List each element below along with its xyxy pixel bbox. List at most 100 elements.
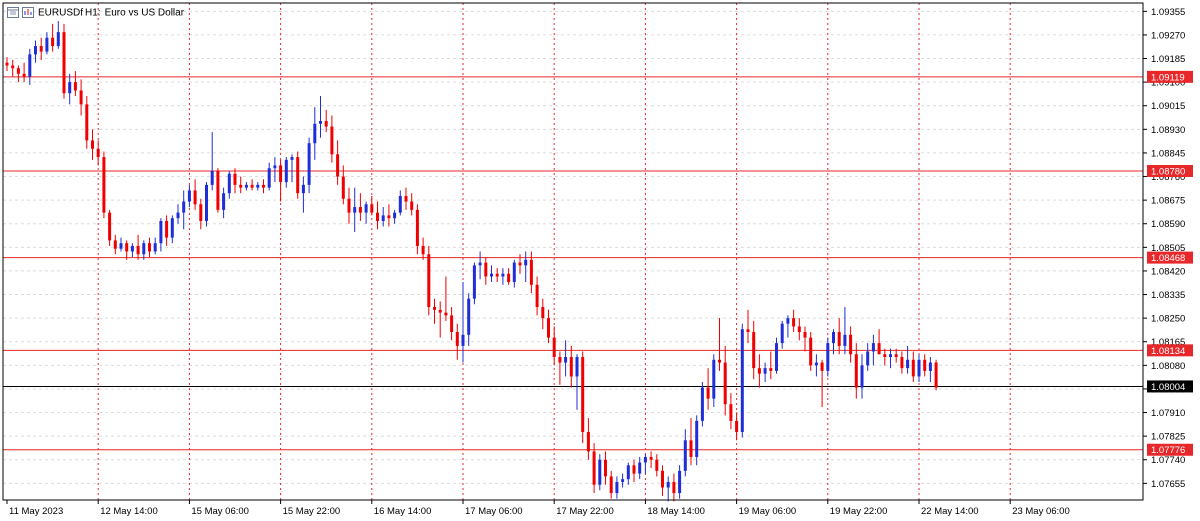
candle[interactable]: [113, 234, 117, 255]
candle[interactable]: [398, 190, 402, 216]
candle[interactable]: [666, 476, 670, 502]
candle[interactable]: [142, 240, 146, 260]
candle[interactable]: [467, 293, 471, 346]
candle[interactable]: [706, 368, 710, 410]
candle[interactable]: [296, 151, 300, 199]
candle[interactable]: [889, 348, 892, 369]
candle[interactable]: [307, 137, 311, 194]
candle[interactable]: [73, 71, 77, 97]
candle[interactable]: [119, 237, 123, 252]
candle[interactable]: [125, 240, 129, 260]
candle[interactable]: [455, 323, 459, 360]
candle[interactable]: [518, 254, 522, 274]
candle[interactable]: [672, 473, 676, 502]
candle[interactable]: [558, 351, 562, 385]
candle[interactable]: [91, 129, 94, 160]
candle[interactable]: [404, 187, 408, 210]
candle[interactable]: [786, 315, 790, 338]
candle[interactable]: [421, 237, 425, 260]
candle[interactable]: [444, 276, 448, 321]
candle[interactable]: [34, 40, 37, 63]
candle[interactable]: [22, 62, 26, 83]
candle[interactable]: [279, 159, 283, 202]
candle[interactable]: [5, 57, 9, 72]
candle[interactable]: [330, 115, 334, 163]
candle[interactable]: [216, 168, 220, 213]
candle[interactable]: [490, 265, 493, 283]
candle[interactable]: [16, 65, 20, 83]
candle[interactable]: [769, 351, 773, 380]
candle[interactable]: [341, 165, 345, 205]
candle[interactable]: [347, 187, 351, 224]
candle[interactable]: [524, 251, 528, 283]
candle[interactable]: [62, 23, 66, 99]
candle[interactable]: [45, 32, 49, 55]
candle[interactable]: [353, 187, 357, 233]
candle[interactable]: [911, 351, 915, 382]
candle[interactable]: [592, 443, 596, 494]
candle[interactable]: [552, 326, 556, 366]
candle[interactable]: [809, 332, 813, 371]
candle[interactable]: [581, 351, 585, 444]
candle[interactable]: [193, 179, 197, 210]
candle[interactable]: [478, 251, 482, 280]
candle[interactable]: [529, 251, 533, 294]
candle[interactable]: [364, 201, 368, 224]
candle[interactable]: [632, 459, 636, 482]
candle[interactable]: [678, 465, 682, 499]
candle[interactable]: [461, 282, 465, 363]
candle[interactable]: [381, 207, 385, 227]
candle[interactable]: [153, 237, 157, 255]
candle[interactable]: [393, 209, 397, 224]
candle[interactable]: [740, 323, 744, 438]
candle[interactable]: [273, 157, 277, 183]
candle[interactable]: [507, 268, 511, 285]
candle[interactable]: [598, 454, 602, 491]
candle[interactable]: [227, 170, 231, 199]
candle[interactable]: [85, 96, 89, 149]
candle[interactable]: [752, 320, 756, 380]
candle[interactable]: [376, 201, 379, 230]
candle[interactable]: [923, 354, 927, 377]
candle[interactable]: [51, 23, 55, 52]
candle[interactable]: [239, 176, 243, 194]
candle[interactable]: [626, 462, 630, 485]
candle[interactable]: [820, 359, 824, 407]
candle[interactable]: [165, 215, 169, 246]
candle[interactable]: [176, 204, 180, 224]
candle[interactable]: [609, 470, 613, 499]
candle[interactable]: [68, 73, 72, 105]
candle[interactable]: [928, 357, 932, 382]
candle[interactable]: [541, 298, 545, 330]
candle[interactable]: [723, 345, 727, 416]
candle[interactable]: [883, 348, 887, 366]
candle[interactable]: [547, 309, 550, 344]
candle[interactable]: [358, 193, 362, 221]
candle[interactable]: [826, 337, 830, 377]
candle[interactable]: [718, 318, 721, 371]
candle[interactable]: [79, 79, 83, 116]
candle[interactable]: [450, 307, 454, 341]
candle[interactable]: [792, 309, 796, 333]
candle[interactable]: [854, 343, 858, 399]
candle[interactable]: [649, 451, 653, 469]
candle[interactable]: [472, 262, 476, 305]
candle[interactable]: [56, 21, 60, 49]
candle[interactable]: [290, 154, 294, 183]
candle[interactable]: [866, 343, 870, 371]
candle[interactable]: [336, 140, 340, 185]
candle[interactable]: [871, 334, 875, 366]
candle[interactable]: [427, 245, 431, 316]
candle[interactable]: [319, 96, 322, 138]
candle[interactable]: [712, 354, 716, 407]
candle[interactable]: [130, 243, 134, 258]
candle[interactable]: [182, 190, 186, 230]
candle[interactable]: [900, 351, 904, 374]
candle[interactable]: [837, 318, 841, 355]
candle[interactable]: [763, 362, 767, 382]
candle[interactable]: [775, 337, 778, 374]
candle[interactable]: [604, 451, 607, 485]
candle[interactable]: [250, 179, 254, 191]
candle[interactable]: [917, 354, 921, 382]
candle[interactable]: [136, 234, 140, 260]
